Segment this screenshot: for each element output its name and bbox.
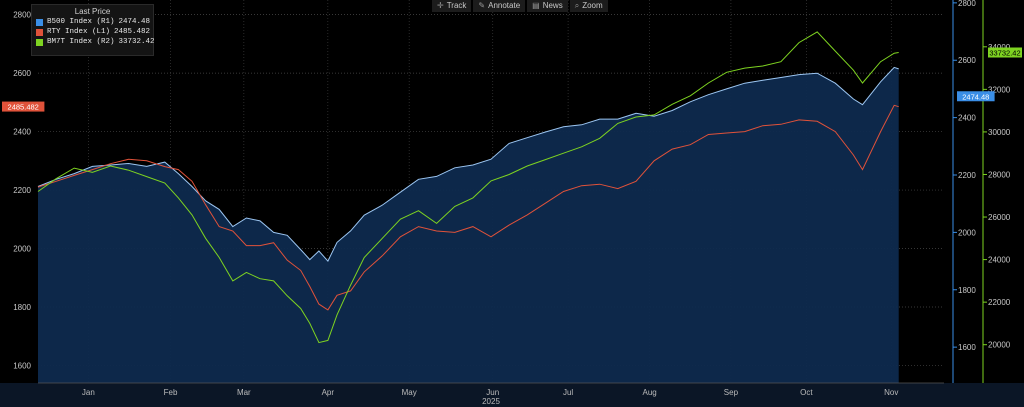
legend-item-value: 2485.482 [114,28,151,36]
x-axis-band [0,383,1024,407]
last-value-tag [2,101,45,112]
zoom-label: Zoom [582,1,603,10]
x-tick-label: May [402,388,417,397]
legend-swatch [36,18,43,26]
left-tick-label: 1600 [13,361,31,370]
last-value-tags: 2485.482 2474.48 33732.42 [2,47,1022,112]
annotate-label: Annotate [488,1,521,10]
right-axis-1-label: 1800 [958,286,976,295]
right-axis-1-label: 1600 [958,343,976,352]
legend-swatch [36,38,43,46]
right-axis-1-label: 2800 [958,0,976,8]
right-axis-1-label: 2000 [958,228,976,237]
left-tick-label: 1800 [13,303,31,312]
x-tick-label: Jul [563,388,573,397]
track-label: Track [446,1,467,10]
left-tick-label: 2800 [13,11,31,20]
x-tick-label: Feb [164,388,178,397]
last-value-tag [957,91,995,102]
right-axis-2-label: 22000 [988,298,1011,307]
right-axis-1-label: 2400 [958,114,976,123]
x-tick-label: Mar [237,388,251,397]
x-tick-label: Nov [884,388,898,397]
right-axis-2-label: 32000 [988,85,1011,94]
chart-toolbar: ✛ Track ✎ Annotate ▤ News ⌕ Zoom [432,0,608,12]
x-tick-label: Jan [82,388,95,397]
legend-swatch [36,28,43,36]
right-axis-2-label: 24000 [988,256,1011,265]
track-button[interactable]: ✛ Track [432,0,472,12]
last-value-tag-label: 2485.482 [8,103,39,112]
right-axis-1-label: 2600 [958,56,976,65]
right-axis-2-label: 34000 [988,43,1011,52]
news-label: News [542,1,563,10]
legend-title: Last Price [74,7,111,16]
pencil-icon: ✎ [478,1,486,10]
right-axis-2-label: 26000 [988,213,1011,222]
series-line-b500 [37,66,899,262]
x-year-label: 2025 [482,397,500,406]
legend-item-b500[interactable]: B500 Index (R1) 2474.48 [32,17,153,27]
news-button[interactable]: ▤ News [527,0,568,12]
zoom-button[interactable]: ⌕ Zoom [569,0,608,12]
series-line-bm7t [37,31,899,344]
last-value-tag [988,47,1022,58]
legend-item-value: 2474.48 [118,18,151,26]
x-tick-label: Sep [724,388,739,397]
x-tick-label: Jun [486,388,499,397]
legend-item-bm7t[interactable]: BM7T Index (R2) 33732.42 [32,37,155,47]
series-line-rty [37,104,899,311]
right-axis-2-label: 20000 [988,341,1011,350]
legend-item-value: 33732.42 [118,38,155,46]
zoom-icon: ⌕ [574,1,580,10]
right-axis-2-label: 30000 [988,128,1011,137]
news-icon: ▤ [532,1,540,10]
series-layer [37,31,899,384]
legend-item-name: RTY Index (L1) [47,28,111,36]
left-tick-label: 2600 [13,69,31,78]
last-value-tag-label: 33732.42 [989,49,1020,58]
left-tick-label: 2000 [13,245,31,254]
x-tick-label: Aug [643,388,657,397]
annotate-button[interactable]: ✎ Annotate [473,0,526,12]
legend-item-rty[interactable]: RTY Index (L1) 2485.482 [32,27,153,37]
left-tick-label: 2200 [13,186,31,195]
last-value-tag-label: 2474.48 [962,92,989,101]
legend-item-name: BM7T Index (R2) [47,38,115,46]
legend-item-name: B500 Index (R1) [47,18,115,26]
x-tick-label: Oct [800,388,813,397]
legend: Last Price B500 Index (R1) 2474.48 RTY I… [31,4,155,56]
x-tick-label: Apr [322,388,335,397]
crosshair-icon: ✛ [437,1,444,10]
right-axis-1-label: 2200 [958,171,976,180]
right-axis-2-label: 28000 [988,170,1011,179]
left-tick-label: 2400 [13,128,31,137]
